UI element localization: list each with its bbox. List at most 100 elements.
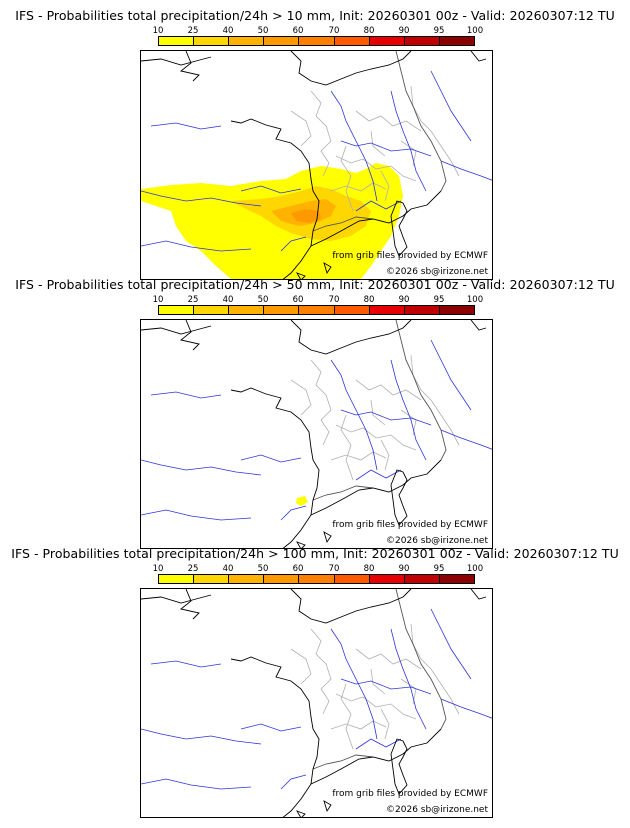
region-border — [370, 399, 386, 426]
map-panel-10mm: IFS - Probabilities total precipitation/… — [0, 8, 630, 280]
coastline — [323, 800, 332, 813]
legend-swatch — [159, 575, 195, 583]
legend-swatch — [194, 575, 230, 583]
legend-tick-label: 50 — [257, 295, 269, 305]
river — [330, 628, 378, 740]
river — [355, 469, 402, 481]
legend-tick-label: 25 — [187, 295, 199, 305]
legend-tick-label: 25 — [187, 564, 199, 574]
coastline — [310, 190, 442, 247]
coastline — [230, 387, 320, 548]
coastline — [141, 594, 212, 604]
river — [340, 678, 432, 695]
river — [440, 429, 492, 450]
region-border — [335, 155, 417, 182]
legend-tick-label: 70 — [328, 26, 340, 36]
legend-swatch — [404, 306, 440, 314]
country-border — [312, 754, 374, 770]
panel-title: IFS - Probabilities total precipitation/… — [15, 277, 615, 292]
region-border — [355, 379, 422, 401]
river — [240, 185, 302, 194]
country-border — [395, 51, 447, 192]
legend-ticks: 10 25 40 50 60 70 80 90 95 100 — [140, 26, 490, 38]
legend-tick-label: 40 — [222, 295, 234, 305]
legend-swatch — [439, 306, 474, 314]
map-svg — [141, 320, 492, 548]
map-panel-100mm: IFS - Probabilities total precipitation/… — [0, 546, 630, 818]
coastline — [179, 589, 200, 620]
copyright-credit: ©2026 sb@irizone.net — [386, 536, 488, 546]
region-border — [310, 359, 332, 446]
source-credit: from grib files provided by ECMWF — [332, 520, 488, 530]
river — [355, 738, 402, 750]
coastline — [290, 589, 412, 624]
coastline — [179, 51, 200, 82]
region-border — [380, 439, 390, 471]
country-border — [312, 216, 374, 232]
region-border — [380, 708, 390, 740]
region-border — [290, 379, 312, 416]
coastline — [295, 541, 306, 548]
legend-tick-label: 90 — [398, 295, 410, 305]
region-border — [330, 720, 387, 730]
region-border — [410, 354, 460, 446]
legend-tick-label: 90 — [398, 564, 410, 574]
legend-swatch — [369, 575, 405, 583]
river — [150, 391, 222, 399]
coastline — [470, 589, 487, 600]
region-border — [335, 693, 417, 720]
region-border — [380, 170, 390, 202]
river — [330, 359, 378, 471]
legend-ticks: 10 25 40 50 60 70 80 90 95 100 — [140, 564, 490, 576]
legend-tick-label: 40 — [222, 564, 234, 574]
legend-swatch — [159, 37, 195, 45]
color-legend — [158, 574, 475, 584]
river — [440, 160, 492, 181]
legend-tick-label: 60 — [292, 295, 304, 305]
river — [390, 628, 427, 730]
legend-swatch — [299, 306, 335, 314]
river — [141, 459, 262, 476]
legend-tick-label: 70 — [328, 564, 340, 574]
coastline — [290, 320, 412, 355]
coastline — [310, 459, 442, 516]
legend-tick-label: 50 — [257, 26, 269, 36]
coastline — [230, 656, 320, 817]
river — [141, 509, 252, 521]
legend-tick-label: 40 — [222, 26, 234, 36]
map-panel-50mm: IFS - Probabilities total precipitation/… — [0, 277, 630, 549]
legend-swatch — [264, 575, 300, 583]
color-legend — [158, 305, 475, 315]
france-map: from grib files provided by ECMWF ©2026 … — [140, 588, 493, 818]
france-map: from grib files provided by ECMWF ©2026 … — [140, 50, 493, 280]
coastline — [390, 200, 408, 257]
copyright-credit: ©2026 sb@irizone.net — [386, 805, 488, 815]
river — [280, 236, 307, 252]
coastline — [141, 325, 212, 335]
legend-tick-label: 80 — [363, 295, 375, 305]
legend-tick-label: 90 — [398, 26, 410, 36]
river — [340, 409, 432, 426]
region-border — [370, 668, 386, 695]
panel-title: IFS - Probabilities total precipitation/… — [15, 8, 615, 23]
panel-title: IFS - Probabilities total precipitation/… — [11, 546, 619, 561]
coastline — [390, 469, 408, 526]
coastline — [295, 272, 306, 279]
source-credit: from grib files provided by ECMWF — [332, 251, 488, 261]
legend-tick-label: 60 — [292, 26, 304, 36]
coastline — [179, 320, 200, 351]
coastline — [230, 118, 320, 279]
legend-ticks: 10 25 40 50 60 70 80 90 95 100 — [140, 295, 490, 307]
river — [141, 190, 262, 207]
region-border — [330, 451, 387, 461]
region-border — [370, 130, 386, 157]
legend-tick-label: 10 — [152, 564, 164, 574]
map-svg — [141, 51, 492, 279]
legend-tick-label: 10 — [152, 295, 164, 305]
legend-swatch — [404, 575, 440, 583]
legend-tick-label: 80 — [363, 26, 375, 36]
river — [280, 774, 307, 790]
coastline — [323, 262, 332, 275]
legend-swatch — [229, 575, 265, 583]
river — [390, 359, 427, 461]
